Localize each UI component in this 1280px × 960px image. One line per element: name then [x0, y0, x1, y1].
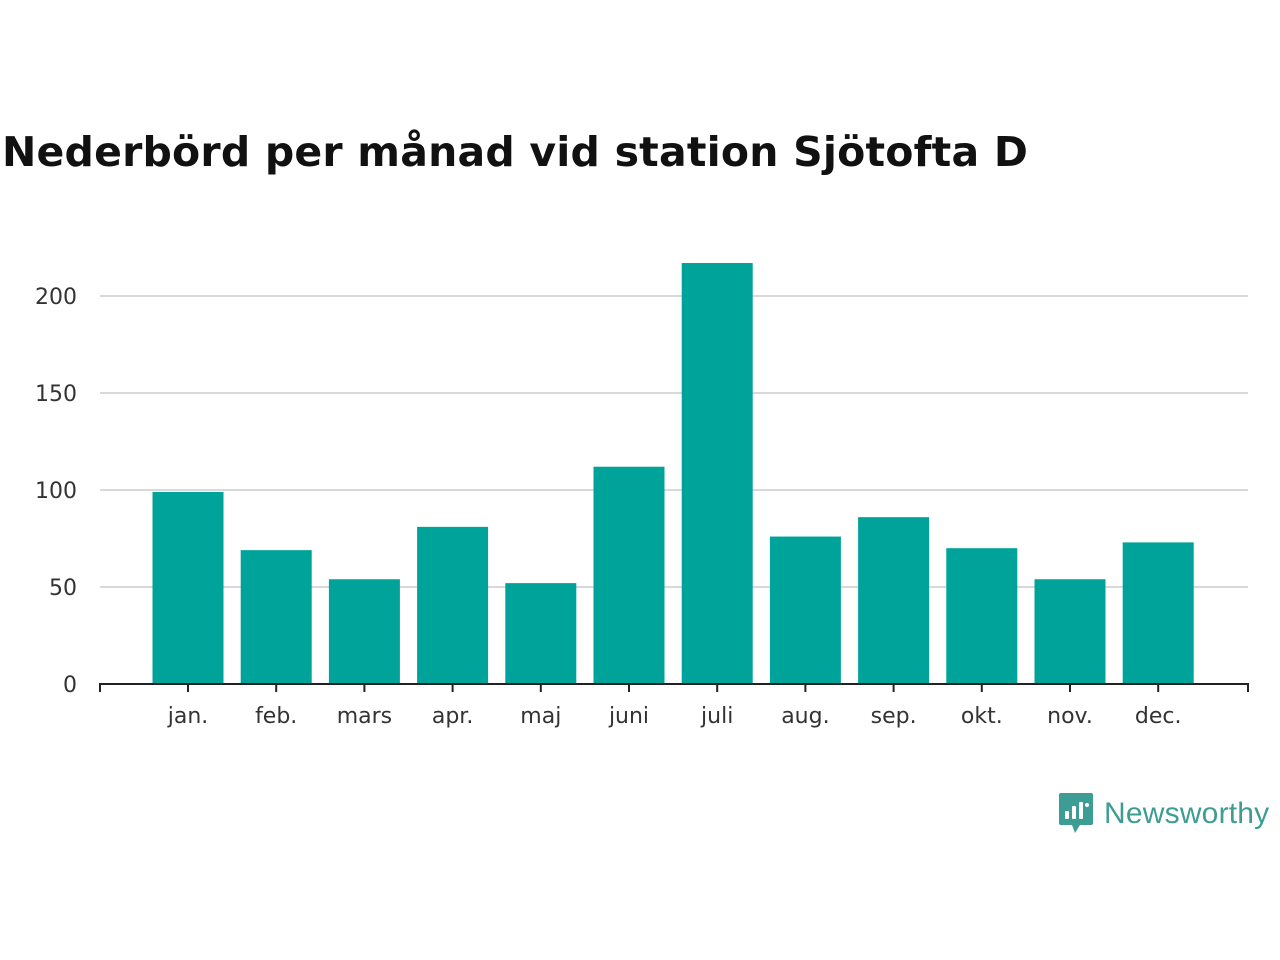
bar-7[interactable]	[769, 536, 841, 684]
grid-lines	[100, 295, 1248, 588]
newsworthy-logo-icon	[1059, 793, 1093, 833]
bar-1[interactable]	[240, 550, 312, 684]
x-tick-labels: jan. feb. mars apr. maj juni juli aug. sep. okt. n…	[167, 704, 1182, 729]
y-tick-label: 0	[63, 673, 77, 698]
x-tick-label: aug.	[781, 704, 829, 729]
x-tick-label: apr.	[432, 704, 473, 729]
newsworthy-logo[interactable]: Newsworthy	[1058, 791, 1269, 837]
bar-5[interactable]	[593, 466, 665, 684]
newsworthy-logo-text: Newsworthy	[1104, 797, 1270, 830]
bar-8[interactable]	[858, 517, 930, 684]
bar-4[interactable]	[505, 583, 577, 684]
x-tick-label: juni	[608, 704, 649, 729]
y-tick-label: 150	[35, 382, 77, 407]
bars	[152, 263, 1194, 684]
x-tick-label: jan.	[167, 704, 209, 729]
x-tick-label: mars	[337, 704, 392, 729]
x-tick-label: juli	[700, 704, 733, 729]
bar-6[interactable]	[681, 263, 753, 684]
bar-3[interactable]	[417, 526, 489, 684]
bar-11[interactable]	[1122, 542, 1194, 684]
y-tick-label: 50	[49, 576, 77, 601]
x-tick-label: feb.	[255, 704, 297, 729]
bar-9[interactable]	[946, 548, 1018, 684]
y-tick-labels: 0 50 100 150 200	[35, 285, 77, 698]
y-tick-label: 100	[35, 479, 77, 504]
chart-title: Nederbörd per månad vid station Sjötofta…	[2, 128, 1029, 176]
bar-10[interactable]	[1034, 579, 1106, 684]
x-tick-label: nov.	[1047, 704, 1093, 729]
y-tick-label: 200	[35, 285, 77, 310]
x-tick-label: maj	[520, 704, 561, 729]
x-tick-label: dec.	[1135, 704, 1182, 729]
x-axis	[99, 683, 1249, 692]
x-tick-label: okt.	[961, 704, 1003, 729]
bar-0[interactable]	[152, 491, 224, 684]
bar-2[interactable]	[328, 579, 400, 684]
x-tick-label: sep.	[871, 704, 917, 729]
